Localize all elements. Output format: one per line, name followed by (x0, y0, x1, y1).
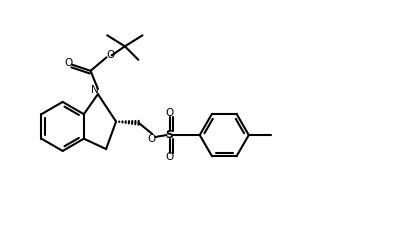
Text: O: O (106, 50, 115, 60)
Text: S: S (166, 130, 174, 140)
Text: N: N (91, 85, 99, 95)
Text: O: O (147, 134, 155, 144)
Text: O: O (166, 152, 174, 162)
Text: O: O (64, 58, 72, 68)
Text: O: O (166, 108, 174, 118)
